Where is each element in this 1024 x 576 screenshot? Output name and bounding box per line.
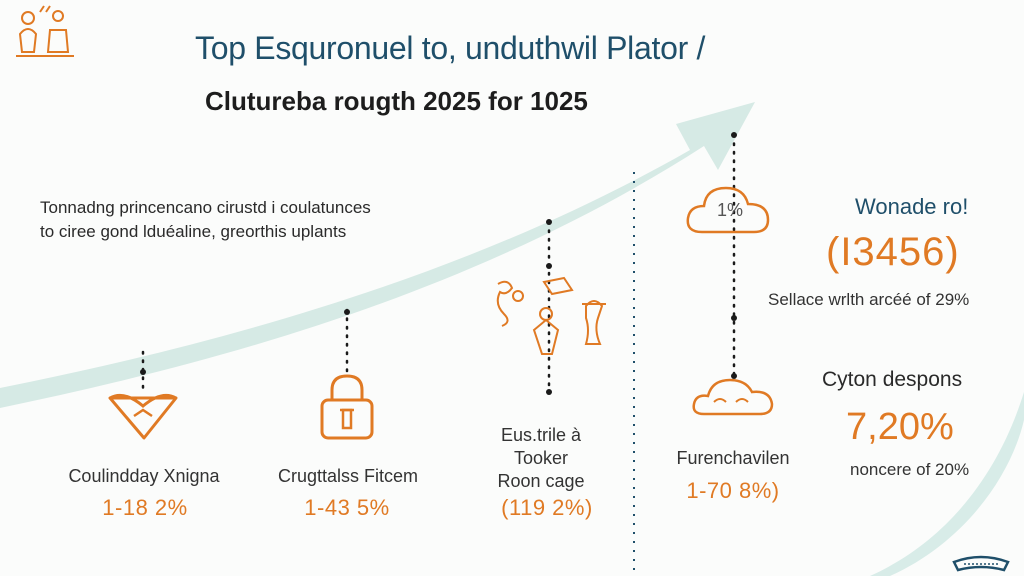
item-2-label: Crugttalss Fitcem	[277, 466, 419, 486]
right-caption-2: noncere of 20%	[850, 460, 970, 479]
item-3-label-line-1: Eus.trile à	[500, 425, 582, 445]
cloud-badge-text: 1%	[716, 200, 743, 220]
cloud-badge-icon	[686, 186, 770, 234]
page-title: Top Esquronuel to, unduthwil Plator /	[195, 30, 706, 66]
right-big-value: (I3456)	[826, 230, 960, 274]
growth-arrow	[0, 102, 755, 408]
item-3-label-line-3: Roon cage	[497, 471, 585, 491]
page-subtitle: Clutureba rougth 2025 for 1025	[205, 86, 588, 116]
right-heading-2: Cyton despons	[822, 368, 963, 391]
people-sketch-icon	[496, 276, 606, 355]
item-3-label: Eus.trile à Tooker Roon cage	[486, 424, 596, 493]
cloud-icon	[692, 378, 774, 416]
item-1-label: Coulindday Xnigna	[68, 466, 220, 486]
item-4-label: Furenchavilen	[676, 448, 790, 468]
intro-text: Tonnadng princencano cirustd i coulatunc…	[40, 196, 371, 244]
logo-sketch-icon	[16, 5, 74, 57]
right-heading: Wonade ro!	[855, 194, 969, 219]
heart-icon	[108, 393, 178, 440]
intro-line-1: Tonnadng princencano cirustd i coulatunc…	[40, 198, 371, 217]
intro-line-2: to ciree gond lduéaline, greorthis uplan…	[40, 222, 347, 241]
lock-icon	[320, 374, 374, 440]
item-3-label-line-2: Tooker	[513, 448, 569, 468]
item-3-value: (119 2%)	[501, 495, 593, 520]
right-caption: Sellace wrlth arcéé of 29%	[768, 290, 970, 309]
device-icon	[952, 555, 1010, 572]
item-1-value: 1-18 2%	[102, 495, 188, 520]
decorative-arc	[870, 392, 1024, 576]
item-4-value: 1-70 8%)	[686, 478, 780, 503]
item-2-value: 1-43 5%	[304, 495, 390, 520]
right-percent: 7,20%	[846, 406, 954, 448]
